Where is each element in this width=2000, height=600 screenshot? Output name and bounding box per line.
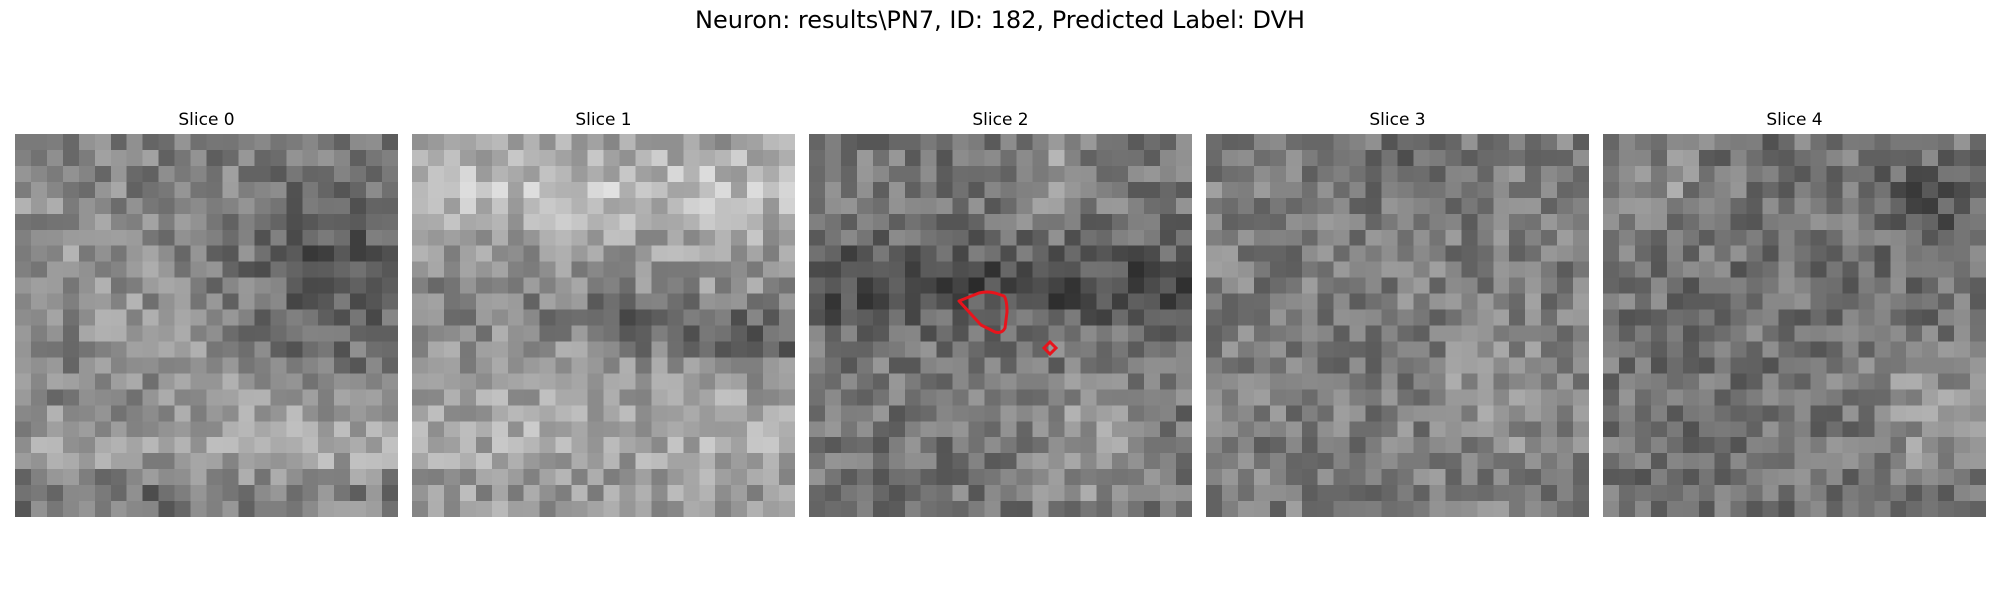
slice-title: Slice 2	[972, 110, 1029, 130]
slice-title: Slice 0	[178, 110, 235, 130]
slice-title: Slice 1	[575, 110, 632, 130]
slice-image	[412, 134, 795, 517]
slice-image	[1206, 134, 1589, 517]
figure-title: Neuron: results\PN7, ID: 182, Predicted …	[695, 6, 1305, 34]
slice-panel-2: Slice 2	[809, 108, 1192, 517]
slice-panel-4: Slice 4	[1603, 108, 1986, 517]
slice-title: Slice 4	[1766, 110, 1823, 130]
roi-marker	[1041, 339, 1059, 357]
slice-image	[1603, 134, 1986, 517]
slice-image	[809, 134, 1192, 517]
slice-image	[15, 134, 398, 517]
slice-panel-3: Slice 3	[1206, 108, 1589, 517]
slice-title: Slice 3	[1369, 110, 1426, 130]
slice-panel-0: Slice 0	[15, 108, 398, 517]
roi-overlay	[957, 290, 1059, 357]
slice-panel-1: Slice 1	[412, 108, 795, 517]
roi-contour	[957, 290, 1009, 334]
